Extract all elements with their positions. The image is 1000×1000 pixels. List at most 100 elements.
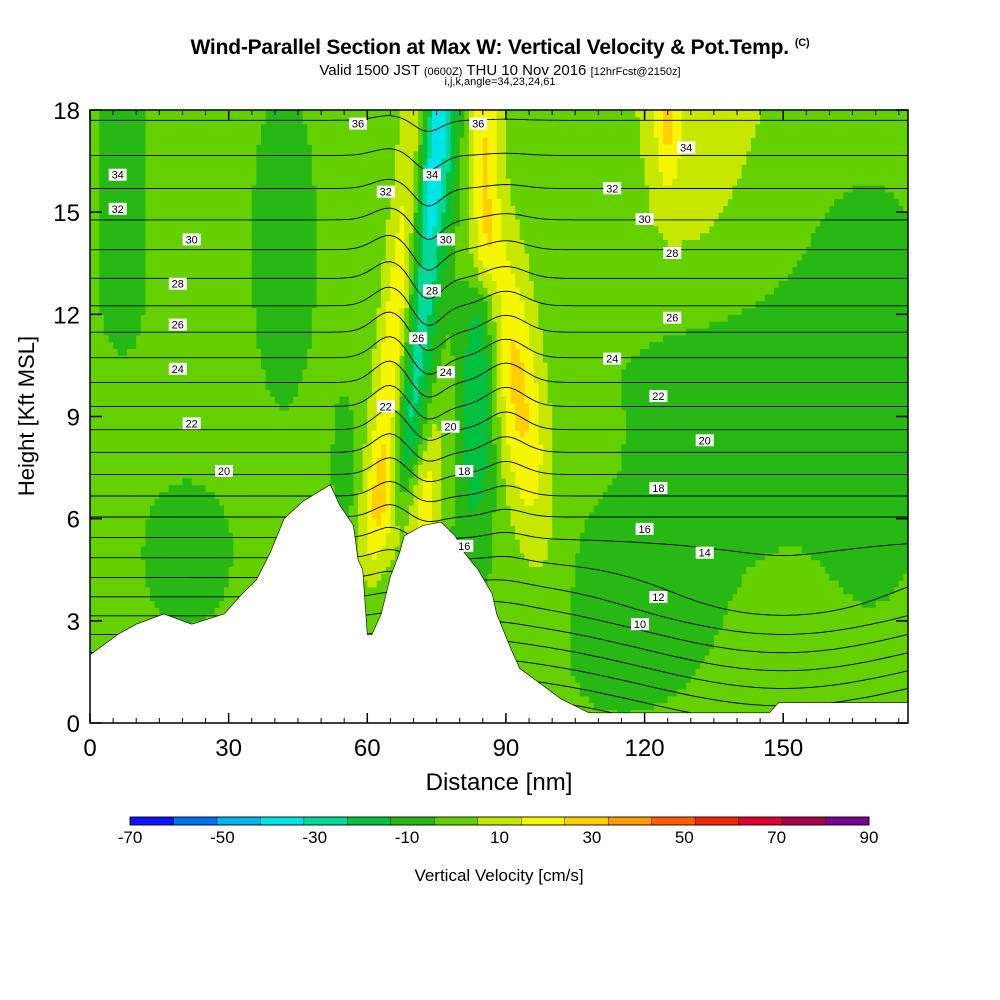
velocity-cell xyxy=(750,593,757,601)
velocity-cell xyxy=(889,620,895,629)
velocity-cell xyxy=(704,593,710,601)
velocity-cell xyxy=(824,654,831,663)
velocity-cell xyxy=(690,661,697,670)
velocity-cell xyxy=(621,675,627,683)
velocity-cell xyxy=(750,688,757,697)
velocity-cell xyxy=(529,566,535,574)
velocity-cell xyxy=(778,661,784,670)
velocity-cell xyxy=(94,566,100,574)
velocity-cell xyxy=(103,559,110,567)
velocity-cell xyxy=(478,545,484,554)
velocity-cell xyxy=(626,648,632,656)
velocity-cell xyxy=(773,661,780,670)
velocity-cell xyxy=(880,695,886,704)
velocity-cell xyxy=(515,654,521,663)
velocity-cell xyxy=(575,573,581,581)
velocity-cell xyxy=(778,688,784,697)
velocity-cell xyxy=(177,607,184,615)
velocity-cell xyxy=(709,532,715,540)
velocity-cell xyxy=(362,559,368,567)
velocity-cell xyxy=(168,559,174,567)
velocity-cell xyxy=(732,620,738,629)
velocity-cell xyxy=(843,634,849,642)
velocity-cell xyxy=(607,627,613,636)
velocity-cell xyxy=(737,579,743,588)
velocity-cell xyxy=(529,559,535,567)
velocity-cell xyxy=(727,573,733,581)
velocity-cell xyxy=(113,579,119,588)
velocity-cell xyxy=(690,579,697,588)
velocity-cell xyxy=(187,532,193,540)
velocity-cell xyxy=(566,661,572,670)
velocity-cell xyxy=(681,593,687,601)
velocity-cell xyxy=(732,545,738,554)
velocity-cell xyxy=(824,668,831,676)
velocity-cell xyxy=(709,668,715,676)
velocity-cell xyxy=(903,579,908,588)
velocity-cell xyxy=(598,620,604,629)
velocity-cell xyxy=(746,627,752,636)
velocity-cell xyxy=(824,620,831,629)
velocity-cell xyxy=(750,532,757,540)
velocity-cell xyxy=(579,579,586,588)
velocity-cell xyxy=(94,579,100,588)
velocity-cell xyxy=(787,675,794,683)
velocity-cell xyxy=(242,586,248,595)
velocity-cell xyxy=(750,675,757,683)
velocity-cell xyxy=(686,648,692,656)
velocity-cell xyxy=(196,532,202,540)
velocity-cell xyxy=(602,695,609,704)
velocity-cell xyxy=(371,579,378,588)
velocity-cell xyxy=(547,648,553,656)
velocity-cell xyxy=(570,600,576,608)
velocity-cell xyxy=(653,566,660,574)
velocity-cell xyxy=(385,573,391,581)
velocity-cell xyxy=(649,539,655,547)
velocity-cell xyxy=(505,545,512,554)
velocity-cell xyxy=(182,600,188,608)
velocity-cell xyxy=(667,579,673,588)
velocity-cell xyxy=(575,539,581,547)
velocity-cell xyxy=(718,579,724,588)
velocity-cell xyxy=(547,600,553,608)
velocity-cell xyxy=(561,627,567,636)
velocity-cell xyxy=(903,634,908,642)
velocity-cell xyxy=(182,607,188,615)
velocity-cell xyxy=(815,607,821,615)
velocity-cell xyxy=(616,648,623,656)
velocity-cell xyxy=(228,579,234,588)
velocity-cell xyxy=(797,688,803,697)
velocity-cell xyxy=(713,675,720,683)
velocity-cell xyxy=(778,552,784,561)
velocity-cell xyxy=(672,545,678,554)
velocity-cell xyxy=(824,641,831,649)
velocity-cell xyxy=(898,552,904,561)
velocity-cell xyxy=(875,682,881,690)
velocity-cell xyxy=(889,579,895,588)
velocity-cell xyxy=(113,600,119,608)
velocity-cell xyxy=(492,532,498,540)
velocity-cell xyxy=(783,620,789,629)
velocity-cell xyxy=(861,607,868,615)
velocity-cell xyxy=(843,593,849,601)
velocity-cell xyxy=(542,593,549,601)
velocity-cell xyxy=(700,573,706,581)
velocity-cell xyxy=(787,566,794,574)
velocity-cell xyxy=(649,627,655,636)
velocity-cell xyxy=(579,539,586,547)
velocity-cell xyxy=(783,682,789,690)
velocity-cell xyxy=(602,545,609,554)
velocity-cell xyxy=(810,586,817,595)
velocity-cell xyxy=(695,539,701,547)
velocity-cell xyxy=(801,566,807,574)
velocity-cell xyxy=(801,573,807,581)
velocity-cell xyxy=(607,532,613,540)
velocity-cell xyxy=(103,566,110,574)
velocity-cell xyxy=(797,607,803,615)
velocity-cell xyxy=(501,620,507,629)
velocity-cell xyxy=(852,661,858,670)
velocity-cell xyxy=(131,525,137,533)
velocity-cell xyxy=(177,559,184,567)
velocity-cell xyxy=(769,661,775,670)
velocity-cell xyxy=(533,539,539,547)
